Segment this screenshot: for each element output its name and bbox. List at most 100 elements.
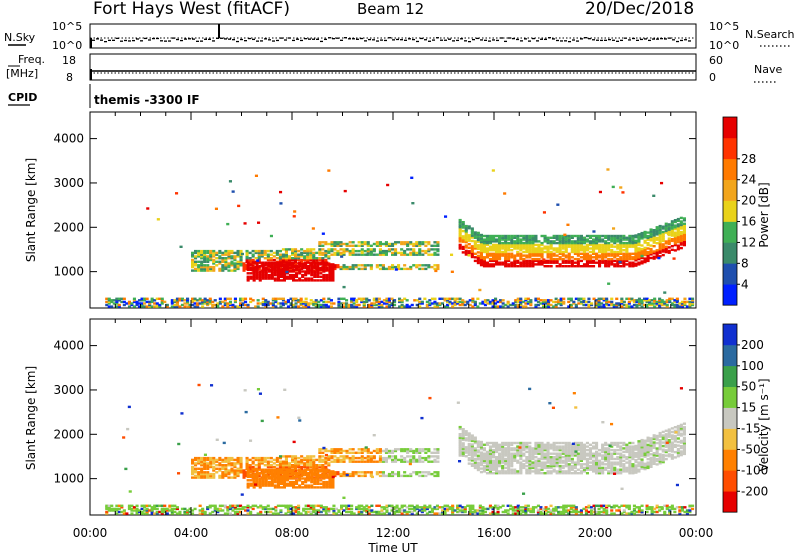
heatmap-cell: [346, 450, 349, 452]
heatmap-cell: [537, 240, 540, 242]
heatmap-cell: [123, 298, 126, 300]
nsky-point: [372, 39, 375, 40]
heatmap-cell: [391, 455, 394, 457]
nsky-point: [640, 39, 643, 40]
power-panel-frame: [90, 112, 696, 308]
heatmap-cell: [250, 470, 253, 472]
heatmap-cell: [528, 445, 531, 447]
heatmap-cell: [300, 455, 303, 457]
nave-label: Nave: [754, 63, 782, 76]
heatmap-cell: [258, 457, 261, 459]
heatmap-cell: [501, 262, 504, 264]
heatmap-cell: [436, 241, 439, 243]
heatmap-cell: [595, 451, 598, 453]
heatmap-cell: [343, 471, 346, 473]
heatmap-cell: [483, 453, 486, 455]
heatmap-cell: [592, 230, 595, 232]
heatmap-cell: [256, 469, 259, 471]
heatmap-cell: [313, 486, 316, 488]
heatmap-cell: [247, 479, 250, 481]
heatmap-cell: [571, 472, 574, 474]
heatmap-cell: [483, 444, 486, 446]
heatmap-cell: [292, 262, 295, 264]
velocity-panel-frame: [90, 319, 696, 515]
heatmap-cell: [418, 475, 421, 477]
heatmap-cell: [224, 457, 227, 459]
heatmap-cell: [233, 255, 236, 257]
heatmap-cell: [480, 467, 483, 469]
heatmap-cell: [625, 242, 628, 244]
heatmap-cell: [525, 442, 528, 444]
heatmap-cell: [424, 448, 427, 450]
heatmap-cell: [373, 455, 376, 457]
heatmap-cell: [641, 260, 644, 262]
heatmap-cell: [604, 260, 607, 262]
nsky-point: [184, 38, 187, 39]
heatmap-cell: [268, 274, 271, 276]
heatmap-cell: [580, 442, 583, 444]
heatmap-cell: [577, 469, 580, 471]
heatmap-cell: [403, 471, 406, 473]
heatmap-cell: [330, 455, 333, 457]
heatmap-cell: [343, 264, 346, 266]
heatmap-cell: [489, 258, 492, 260]
nsky-point: [368, 39, 371, 40]
heatmap-cell: [415, 264, 418, 266]
heatmap-cell: [529, 299, 532, 301]
nsky-point: [192, 38, 195, 39]
heatmap-cell: [424, 471, 427, 473]
heatmap-cell: [662, 441, 665, 443]
heatmap-cell: [295, 279, 298, 281]
heatmap-cell: [191, 476, 194, 478]
heatmap-cell: [531, 258, 534, 260]
colorbar-segment: [723, 201, 737, 222]
nsky-point: [516, 39, 519, 40]
heatmap-cell: [343, 455, 346, 457]
nsky-point: [596, 40, 599, 41]
heatmap-cell: [571, 260, 574, 262]
heatmap-cell: [370, 245, 373, 247]
heatmap-cell: [574, 235, 577, 237]
heatmap-cell: [534, 258, 537, 260]
heatmap-cell: [319, 483, 322, 485]
heatmap-cell: [358, 245, 361, 247]
heatmap-cell: [477, 449, 480, 451]
heatmap-cell: [427, 264, 430, 266]
nsky-point: [176, 39, 179, 40]
heatmap-cell: [504, 458, 507, 460]
heatmap-cell: [665, 430, 668, 432]
heatmap-cell: [634, 240, 637, 242]
heatmap-cell: [631, 253, 634, 255]
heatmap-cell: [221, 252, 224, 254]
heatmap-cell: [313, 270, 316, 272]
nsky-point: [384, 40, 387, 41]
heatmap-cell: [264, 457, 267, 459]
heatmap-cell: [510, 442, 513, 444]
nsky-point: [664, 38, 667, 39]
heatmap-cell: [318, 257, 321, 259]
heatmap-cell: [203, 250, 206, 252]
heatmap-cell: [459, 219, 462, 221]
heatmap-cell: [274, 277, 277, 279]
heatmap-cell: [273, 462, 276, 464]
heatmap-cell: [304, 262, 307, 264]
heatmap-cell: [474, 437, 477, 439]
heatmap-cell: [273, 252, 276, 254]
heatmap-cell: [507, 253, 510, 255]
heatmap-cell: [319, 486, 322, 488]
heatmap-cell: [175, 192, 178, 194]
heatmap-cell: [634, 234, 637, 236]
heatmap-cell: [361, 475, 364, 477]
heatmap-cell: [691, 298, 694, 300]
heatmap-cell: [343, 450, 346, 452]
heatmap-cell: [668, 246, 671, 248]
heatmap-cell: [430, 248, 433, 250]
heatmap-cell: [577, 472, 580, 474]
heatmap-cell: [244, 298, 247, 300]
heatmap-cell: [516, 460, 519, 462]
heatmap-cell: [483, 256, 486, 258]
heatmap-cell: [230, 269, 233, 271]
heatmap-cell: [259, 469, 262, 471]
heatmap-cell: [430, 452, 433, 454]
heatmap-cell: [622, 451, 625, 453]
